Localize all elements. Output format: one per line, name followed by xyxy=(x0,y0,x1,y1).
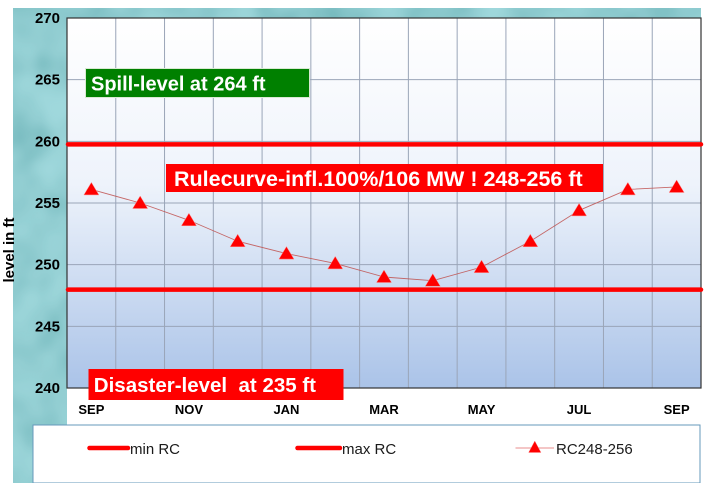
svg-text:265: 265 xyxy=(35,72,60,89)
svg-text:250: 250 xyxy=(35,257,60,274)
svg-text:270: 270 xyxy=(35,10,60,27)
svg-text:Disaster-level at 235 ft: Disaster-level at 235 ft xyxy=(94,374,316,397)
svg-text:NOV: NOV xyxy=(175,402,204,417)
svg-text:level in ft: level in ft xyxy=(1,217,18,282)
svg-text:260: 260 xyxy=(35,133,60,150)
svg-text:MAR: MAR xyxy=(369,402,399,417)
svg-text:MAY: MAY xyxy=(468,402,496,417)
svg-text:SEP: SEP xyxy=(664,402,690,417)
svg-text:255: 255 xyxy=(35,195,60,212)
svg-text:JAN: JAN xyxy=(273,402,299,417)
svg-text:RC248-256: RC248-256 xyxy=(556,441,633,458)
svg-text:SEP: SEP xyxy=(78,402,104,417)
svg-text:Spill-level at 264 ft: Spill-level at 264 ft xyxy=(91,74,266,96)
svg-text:Rulecurve-infl.100%/106 MW ! 2: Rulecurve-infl.100%/106 MW ! 248-256 ft xyxy=(174,167,583,191)
svg-text:245: 245 xyxy=(35,318,60,335)
svg-text:240: 240 xyxy=(35,380,60,397)
svg-text:min RC: min RC xyxy=(130,441,180,458)
svg-text:max RC: max RC xyxy=(342,441,396,458)
svg-text:JUL: JUL xyxy=(567,402,592,417)
